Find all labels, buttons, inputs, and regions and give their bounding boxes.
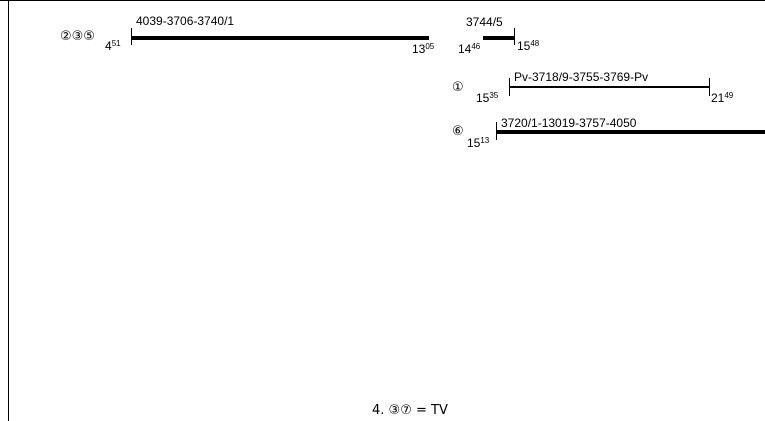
- start-time: 451: [105, 39, 121, 53]
- start-time: 1535: [476, 91, 499, 105]
- end-tick: [709, 78, 710, 96]
- start-time: 1446: [458, 42, 481, 56]
- train-label: 4039-3706-3740/1: [136, 14, 235, 28]
- train-bar: [496, 130, 765, 134]
- row-markers: ①: [452, 80, 464, 95]
- end-tick: [514, 28, 515, 45]
- train-label: 3744/5: [466, 15, 503, 29]
- train-label: Pv-3718/9-3755-3769-Pv: [514, 70, 649, 84]
- frame-left-border: [8, 0, 9, 421]
- train-bar: [131, 36, 429, 40]
- frame-top-border: [0, 0, 765, 1]
- end-time: 2149: [711, 91, 734, 105]
- end-time: 1548: [517, 39, 540, 53]
- train-bar: [483, 36, 514, 40]
- footer-legend: 4. ③⑦ = TV: [372, 403, 448, 418]
- row-markers: ②③⑤: [60, 29, 95, 44]
- train-label: 3720/1-13019-3757-4050: [501, 116, 637, 130]
- row-markers: ⑥: [452, 124, 464, 139]
- start-time: 1513: [467, 136, 490, 150]
- train-bar: [509, 86, 709, 88]
- end-time: 1305: [412, 42, 435, 56]
